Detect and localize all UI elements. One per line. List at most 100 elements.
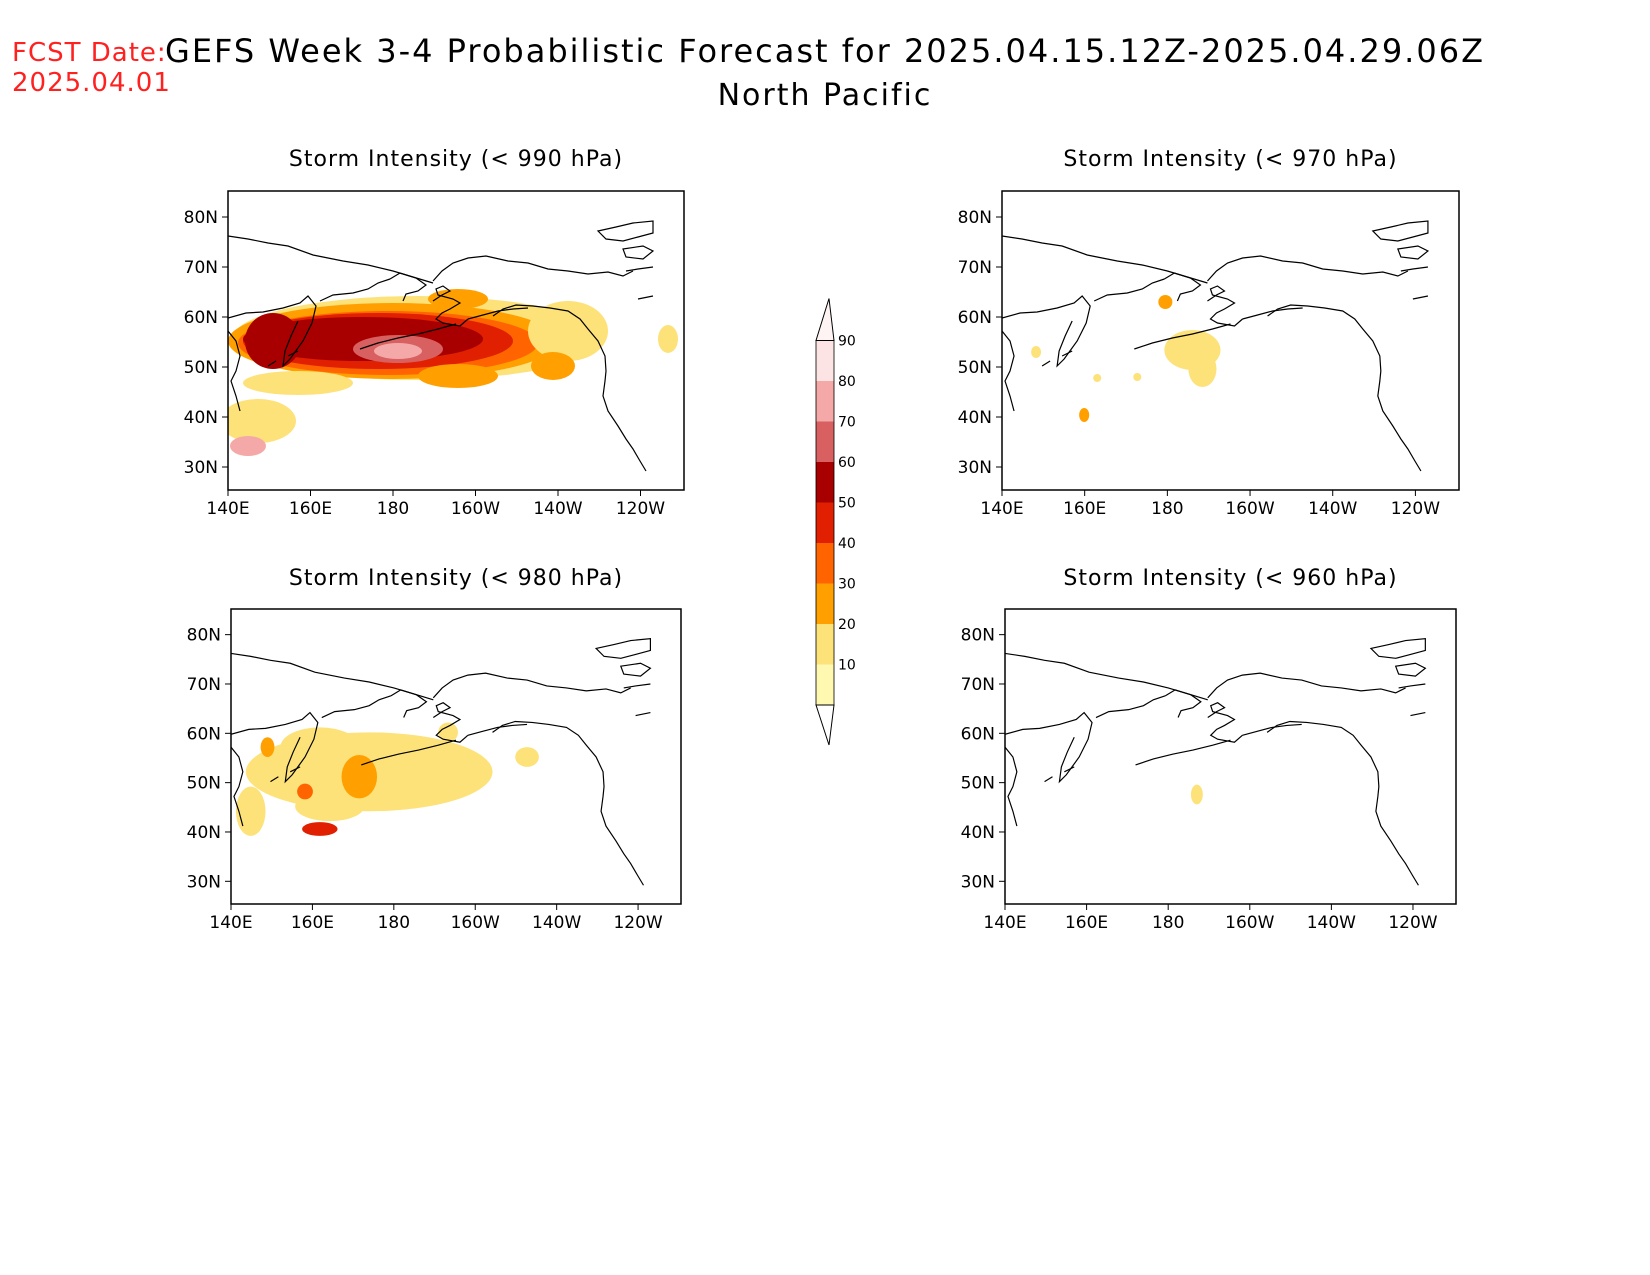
lat-label: 30N bbox=[184, 458, 218, 478]
lon-label: 140W bbox=[1308, 499, 1357, 519]
map-frame bbox=[227, 190, 685, 491]
map-frame bbox=[1004, 608, 1457, 905]
lon-label: 160W bbox=[1225, 913, 1274, 933]
colorbar: 10 20 30 40 50 60 70 80 90 bbox=[815, 298, 856, 746]
probability-patch bbox=[418, 364, 498, 388]
lat-label: 70N bbox=[184, 258, 218, 278]
lat-label: 40N bbox=[187, 823, 221, 843]
map-frame bbox=[1001, 190, 1460, 491]
probability-patch bbox=[302, 822, 338, 836]
lat-label: 60N bbox=[958, 308, 992, 328]
lat-label: 40N bbox=[958, 408, 992, 428]
lon-label: 120W bbox=[616, 499, 665, 519]
map-panel-p990: Storm Intensity (< 990 hPa) 80N 70N 60N 50N 4… bbox=[184, 147, 685, 519]
panel-title: Storm Intensity (< 980 hPa) bbox=[289, 566, 623, 591]
probability-patch bbox=[515, 747, 539, 767]
colorbar-label: 80 bbox=[838, 374, 856, 390]
lon-label: 180 bbox=[1151, 499, 1183, 519]
probability-patch bbox=[1133, 373, 1142, 381]
probability-patch bbox=[1188, 351, 1217, 387]
probability-patch bbox=[235, 786, 266, 836]
lon-label: 160E bbox=[289, 499, 332, 519]
lon-label: 160W bbox=[451, 913, 500, 933]
colorbar-swatch bbox=[816, 624, 834, 665]
lon-label: 120W bbox=[613, 913, 662, 933]
lat-label: 30N bbox=[961, 872, 995, 892]
probability-patch bbox=[1158, 295, 1173, 309]
lon-label: 140W bbox=[533, 499, 582, 519]
probability-patch bbox=[230, 436, 266, 456]
colorbar-swatch bbox=[816, 421, 834, 462]
lon-label: 140E bbox=[206, 499, 249, 519]
lon-label: 180 bbox=[1152, 913, 1184, 933]
probability-patch bbox=[1079, 408, 1090, 422]
lat-label: 60N bbox=[184, 308, 218, 328]
region-subtitle: North Pacific bbox=[717, 78, 933, 113]
lat-label: 40N bbox=[961, 823, 995, 843]
lon-label: 180 bbox=[378, 913, 410, 933]
lat-label: 70N bbox=[187, 675, 221, 695]
lon-label: 140W bbox=[1307, 913, 1356, 933]
panel-title: Storm Intensity (< 970 hPa) bbox=[1063, 147, 1397, 172]
lat-label: 40N bbox=[184, 408, 218, 428]
colorbar-swatch bbox=[816, 543, 834, 584]
colorbar-swatch bbox=[816, 462, 834, 503]
colorbar-label: 20 bbox=[838, 617, 856, 633]
map-panel-p960: Storm Intensity (< 960 hPa) 80N 70N 60N 50N 4… bbox=[961, 566, 1457, 933]
lon-label: 140E bbox=[209, 913, 252, 933]
panel-title: Storm Intensity (< 990 hPa) bbox=[289, 147, 623, 172]
probability-patch bbox=[374, 343, 422, 359]
lon-label: 120W bbox=[1391, 499, 1440, 519]
colorbar-top-arrow bbox=[815, 298, 835, 341]
colorbar-label: 60 bbox=[838, 455, 856, 471]
lon-label: 140E bbox=[983, 913, 1026, 933]
colorbar-frame bbox=[815, 340, 835, 706]
probability-patch bbox=[531, 352, 575, 380]
fcst-date: FCST Date: 2025.04.01 bbox=[12, 38, 171, 98]
lat-label: 50N bbox=[184, 358, 218, 378]
fcst-date-label: FCST Date: bbox=[12, 38, 167, 68]
lon-label: 160W bbox=[451, 499, 500, 519]
page-title: GEFS Week 3-4 Probabilistic Forecast for… bbox=[165, 32, 1485, 70]
probability-patch bbox=[295, 791, 365, 822]
colorbar-swatch bbox=[816, 502, 834, 543]
lon-label: 120W bbox=[1388, 913, 1437, 933]
lat-label: 80N bbox=[187, 626, 221, 646]
map-panel-p970: Storm Intensity (< 970 hPa) 80N 70N 60N 50N 4… bbox=[958, 147, 1460, 519]
lat-label: 80N bbox=[961, 626, 995, 646]
probability-patch bbox=[1093, 374, 1102, 382]
lon-label: 160E bbox=[1063, 499, 1106, 519]
lat-label: 80N bbox=[184, 208, 218, 228]
probability-patch bbox=[341, 755, 378, 799]
lat-label: 60N bbox=[961, 724, 995, 744]
lat-label: 70N bbox=[958, 258, 992, 278]
probability-patch bbox=[438, 722, 458, 743]
colorbar-swatch bbox=[816, 583, 834, 624]
lat-label: 30N bbox=[958, 458, 992, 478]
colorbar-label: 90 bbox=[838, 334, 856, 350]
map-frame bbox=[230, 608, 682, 905]
colorbar-label: 10 bbox=[838, 658, 856, 674]
colorbar-label: 30 bbox=[838, 577, 856, 593]
fcst-date-value: 2025.04.01 bbox=[12, 68, 171, 98]
lat-label: 80N bbox=[958, 208, 992, 228]
lon-label: 140E bbox=[980, 499, 1023, 519]
probability-patch bbox=[658, 325, 678, 353]
colorbar-swatch bbox=[816, 664, 834, 705]
colorbar-swatch bbox=[816, 381, 834, 422]
lon-label: 180 bbox=[377, 499, 409, 519]
lon-label: 160E bbox=[1065, 913, 1108, 933]
map-panel-p980: Storm Intensity (< 980 hPa) 80N 70N 60N 50N 4… bbox=[187, 566, 682, 933]
probability-patch bbox=[245, 313, 301, 369]
colorbar-label: 70 bbox=[838, 415, 856, 431]
panel-title: Storm Intensity (< 960 hPa) bbox=[1063, 566, 1397, 591]
lat-label: 50N bbox=[958, 358, 992, 378]
colorbar-bottom-arrow bbox=[815, 704, 835, 746]
lat-label: 70N bbox=[961, 675, 995, 695]
map-background bbox=[1005, 609, 1456, 904]
probability-patch bbox=[528, 301, 608, 361]
lat-label: 30N bbox=[187, 872, 221, 892]
probability-patch bbox=[1190, 784, 1203, 805]
colorbar-swatch bbox=[816, 340, 834, 381]
